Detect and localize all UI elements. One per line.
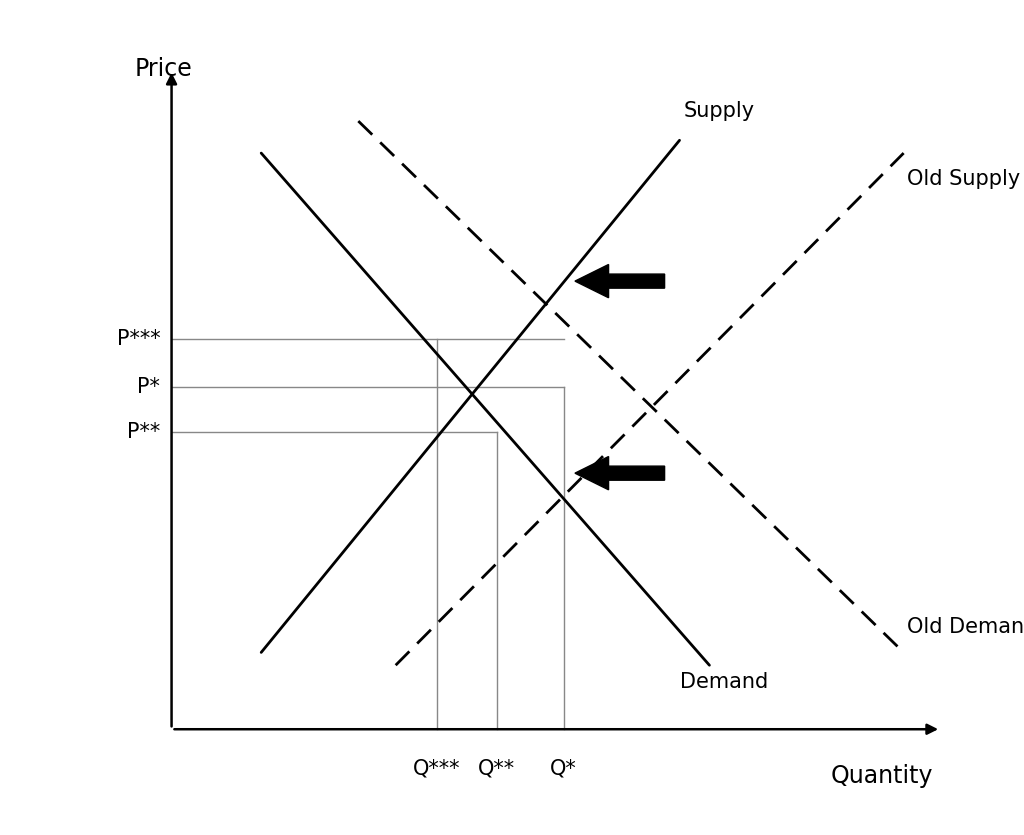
FancyArrow shape (574, 457, 665, 490)
Text: Q**: Q** (478, 758, 515, 778)
Text: Q*: Q* (550, 758, 578, 778)
Text: P**: P** (127, 422, 161, 442)
Text: Demand: Demand (680, 671, 768, 691)
Text: Price: Price (134, 57, 191, 81)
Text: Old Supply: Old Supply (907, 169, 1021, 189)
Text: Old Demand: Old Demand (907, 617, 1024, 637)
Text: Q***: Q*** (413, 758, 461, 778)
Text: Quantity: Quantity (831, 765, 934, 788)
FancyArrow shape (574, 265, 665, 298)
Text: P*: P* (137, 377, 161, 397)
Text: Supply: Supply (683, 101, 755, 121)
Text: P***: P*** (117, 329, 161, 349)
